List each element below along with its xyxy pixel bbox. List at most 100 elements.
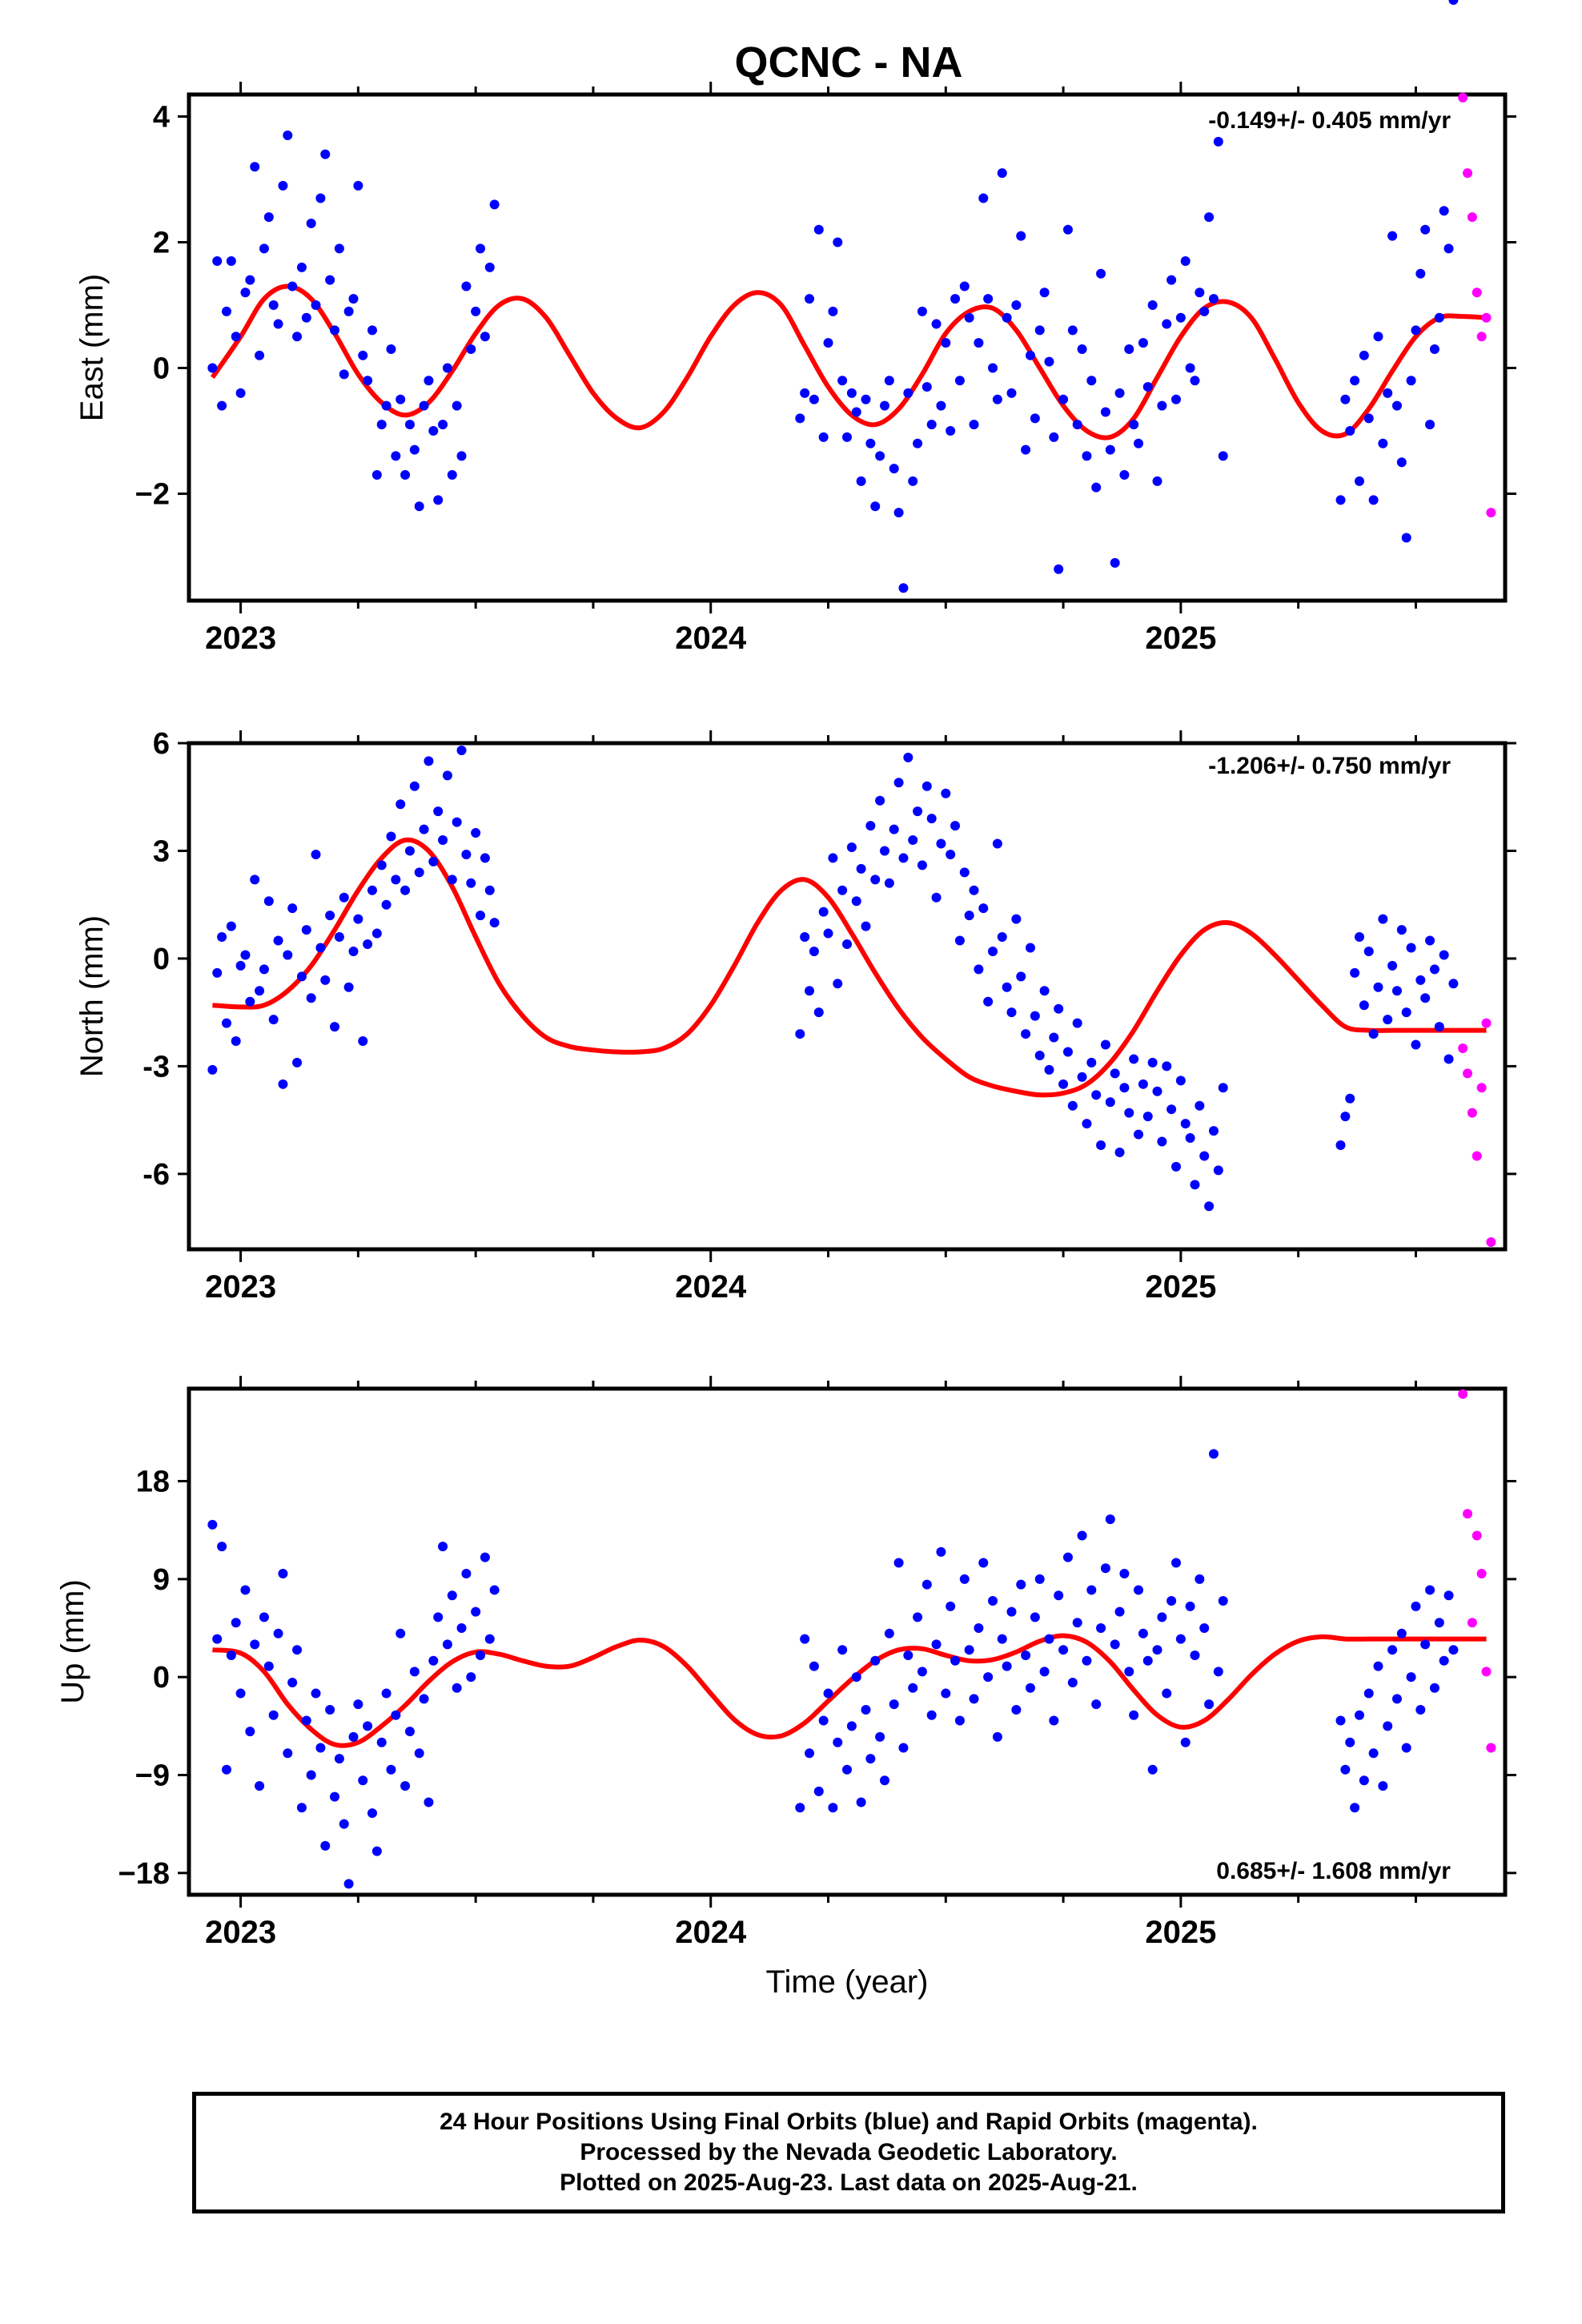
up-final-point (1443, 1590, 1454, 1601)
north-final-point (800, 932, 810, 943)
east-final-point (833, 237, 843, 247)
up-final-point (974, 1623, 984, 1634)
east-final-point (1105, 444, 1115, 455)
north-final-point (898, 853, 909, 863)
east-final-point (1129, 420, 1139, 430)
north-y-tick-label: 0 (153, 943, 170, 976)
up-final-point (320, 1840, 331, 1851)
east-final-point (1072, 420, 1082, 430)
north-final-point (1110, 1068, 1120, 1079)
north-final-point (1378, 914, 1388, 924)
east-final-point (263, 212, 274, 223)
up-final-point (480, 1552, 490, 1562)
east-y-tick-label: 2 (153, 226, 170, 259)
north-final-point (884, 878, 894, 888)
up-final-point (263, 1661, 274, 1671)
east-rapid-point (1458, 92, 1468, 103)
north-final-point (1439, 950, 1449, 960)
east-final-point (884, 376, 894, 386)
up-rapid-point (1481, 1667, 1492, 1677)
north-final-point (386, 831, 396, 842)
east-final-point (1091, 482, 1102, 493)
north-final-point (889, 824, 899, 834)
north-final-point (391, 875, 401, 885)
up-final-point (926, 1710, 937, 1720)
east-final-point (1383, 388, 1393, 398)
north-final-point (409, 781, 420, 791)
north-x-tick-label: 2023 (205, 1269, 276, 1305)
east-final-point (913, 438, 923, 448)
east-final-point (484, 262, 495, 272)
east-final-point (1100, 407, 1110, 417)
up-final-point (978, 1558, 989, 1568)
north-final-point (865, 821, 876, 831)
north-final-point (908, 835, 918, 846)
up-final-point (1105, 1514, 1115, 1525)
up-final-point (1011, 1704, 1022, 1715)
east-final-point (353, 180, 363, 191)
east-final-point (879, 400, 889, 411)
east-final-point (363, 376, 373, 386)
north-final-point (484, 885, 495, 895)
up-final-point (964, 1645, 974, 1655)
north-final-point (1030, 1011, 1040, 1021)
east-final-point (983, 294, 994, 304)
north-final-point (1054, 1003, 1064, 1014)
up-final-point (1124, 1667, 1134, 1677)
east-final-point (386, 344, 396, 354)
up-final-point (823, 1688, 833, 1699)
east-final-point (1124, 344, 1134, 354)
up-final-point (818, 1715, 829, 1726)
up-final-point (898, 1743, 909, 1753)
north-final-point (931, 892, 942, 903)
north-final-point (921, 781, 932, 791)
east-final-point (476, 243, 486, 254)
north-final-point (1208, 1126, 1219, 1136)
north-final-point (278, 1079, 288, 1089)
up-x-tick-label: 2023 (205, 1915, 276, 1950)
north-panel: North (mm) -1.206+/- 0.750 mm/yr -6 -3 0 3 6… (74, 727, 1516, 1305)
north-final-point (1114, 1147, 1125, 1157)
east-final-point (1171, 394, 1181, 404)
north-final-point (283, 950, 293, 960)
east-final-point (367, 325, 377, 336)
north-final-point (296, 971, 307, 982)
up-final-point (931, 1639, 942, 1650)
east-final-point (334, 243, 344, 254)
north-final-point (1091, 1090, 1102, 1100)
up-y-tick-label: −9 (135, 1759, 170, 1792)
north-final-point (1340, 1112, 1351, 1122)
up-final-point (828, 1803, 838, 1813)
east-final-point (931, 319, 942, 329)
east-final-point (255, 350, 265, 360)
east-final-point (1411, 325, 1421, 336)
up-final-point (1044, 1634, 1054, 1644)
up-final-point (283, 1748, 293, 1759)
east-final-point (903, 388, 913, 398)
up-final-point (879, 1775, 889, 1786)
up-final-point (959, 1574, 970, 1584)
north-rapid-point (1476, 1083, 1487, 1093)
east-final-point (1162, 319, 1172, 329)
north-final-point (846, 842, 857, 852)
up-final-point (884, 1628, 894, 1638)
up-y-tick-label: 18 (136, 1466, 170, 1499)
east-x-ticks: 2023 2024 2025 (205, 82, 1417, 656)
up-final-point (1335, 1715, 1346, 1726)
east-final-point (245, 275, 255, 285)
up-final-point (371, 1846, 382, 1856)
footer-info-box: 24 Hour Positions Using Final Orbits (bl… (192, 2092, 1505, 2213)
east-final-point (950, 294, 961, 304)
north-final-point (1021, 1029, 1031, 1039)
east-final-point (278, 180, 288, 191)
north-final-point (1180, 1119, 1191, 1129)
east-final-point (273, 319, 283, 329)
east-final-point (1025, 350, 1035, 360)
up-final-point (1114, 1606, 1125, 1617)
up-rapid-point (1458, 1389, 1468, 1399)
north-final-point (1345, 1093, 1355, 1104)
footer-line-2: Processed by the Nevada Geodetic Laborat… (580, 2139, 1118, 2165)
up-final-point (837, 1645, 848, 1655)
north-final-point (1429, 964, 1439, 975)
east-final-point (941, 338, 951, 348)
